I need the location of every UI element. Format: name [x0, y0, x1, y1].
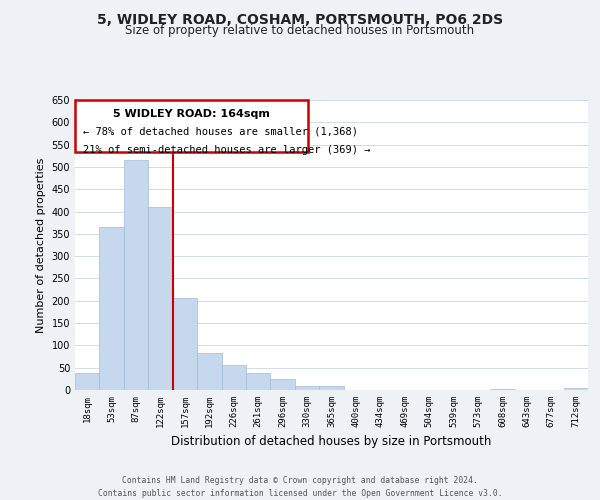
- Text: 5, WIDLEY ROAD, COSHAM, PORTSMOUTH, PO6 2DS: 5, WIDLEY ROAD, COSHAM, PORTSMOUTH, PO6 …: [97, 12, 503, 26]
- Bar: [173, 298, 197, 390]
- Text: ← 78% of detached houses are smaller (1,368): ← 78% of detached houses are smaller (1,…: [83, 126, 358, 136]
- Text: 5 WIDLEY ROAD: 164sqm: 5 WIDLEY ROAD: 164sqm: [113, 108, 270, 118]
- Text: 21% of semi-detached houses are larger (369) →: 21% of semi-detached houses are larger (…: [83, 145, 370, 155]
- Bar: [490, 388, 515, 390]
- Bar: [124, 160, 148, 390]
- Bar: [197, 353, 221, 390]
- Bar: [100, 227, 124, 390]
- Bar: [319, 386, 344, 390]
- Text: Contains HM Land Registry data © Crown copyright and database right 2024.
Contai: Contains HM Land Registry data © Crown c…: [98, 476, 502, 498]
- Bar: [295, 386, 319, 390]
- Y-axis label: Number of detached properties: Number of detached properties: [36, 158, 46, 332]
- Bar: [271, 379, 295, 390]
- Bar: [221, 364, 246, 390]
- Bar: [246, 374, 271, 390]
- X-axis label: Distribution of detached houses by size in Portsmouth: Distribution of detached houses by size …: [172, 436, 491, 448]
- FancyBboxPatch shape: [75, 100, 308, 152]
- Bar: [148, 207, 173, 390]
- Bar: [75, 373, 100, 390]
- Text: Size of property relative to detached houses in Portsmouth: Size of property relative to detached ho…: [125, 24, 475, 37]
- Bar: [563, 388, 588, 390]
